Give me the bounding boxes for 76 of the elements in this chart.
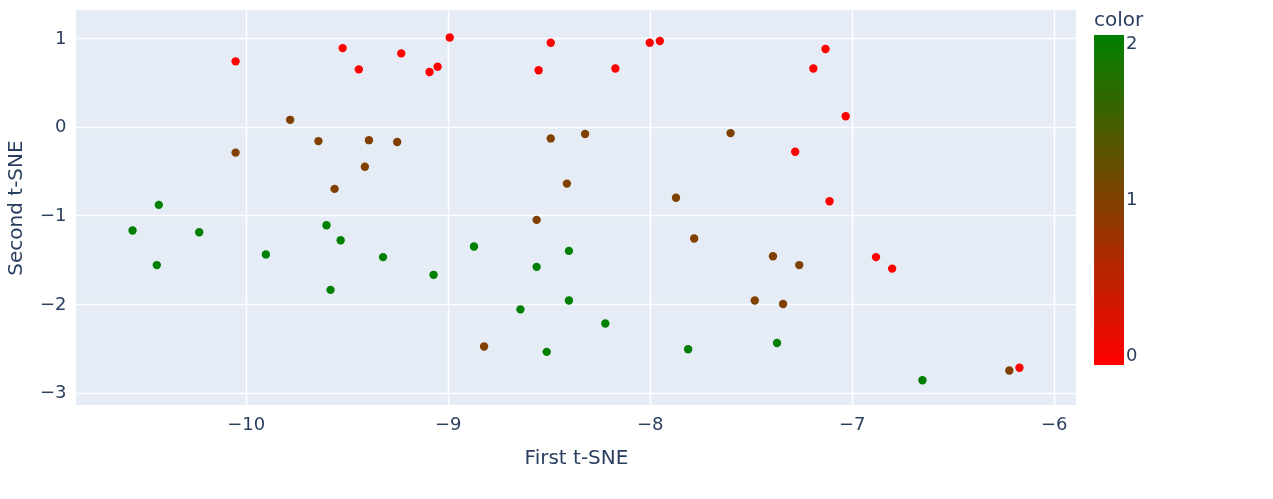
- point: [772, 338, 782, 348]
- point: [378, 252, 388, 262]
- color-bar-label: 0: [1126, 344, 1138, 365]
- point: [516, 305, 525, 314]
- point: [397, 49, 406, 58]
- point: [809, 64, 818, 73]
- point: [768, 252, 778, 261]
- point: [425, 67, 434, 77]
- point: [645, 38, 654, 47]
- point: [580, 129, 590, 139]
- point: [841, 112, 850, 121]
- y-tick-label: 0: [55, 115, 67, 137]
- point: [825, 197, 834, 206]
- point: [314, 136, 323, 146]
- point: [231, 57, 240, 66]
- point: [795, 260, 804, 270]
- point: [154, 200, 164, 210]
- point: [562, 179, 572, 188]
- point: [433, 62, 442, 71]
- point: [393, 137, 402, 147]
- point: [336, 236, 345, 245]
- point: [354, 65, 364, 74]
- point: [231, 148, 240, 157]
- point: [750, 296, 759, 305]
- point: [364, 136, 374, 145]
- point: [564, 296, 574, 305]
- x-tick-label: −8: [636, 412, 664, 434]
- point: [655, 36, 665, 46]
- point: [152, 260, 161, 270]
- point: [726, 128, 735, 138]
- x-tick-label: −10: [227, 412, 266, 434]
- color-bar-title: color: [1094, 7, 1145, 31]
- point: [546, 134, 555, 143]
- point: [532, 215, 541, 225]
- point: [285, 115, 295, 124]
- y-axis-title: Second t-SNE: [2, 140, 27, 276]
- point: [360, 162, 370, 171]
- point: [322, 221, 331, 230]
- point: [683, 345, 693, 354]
- color-bar-label: 1: [1126, 188, 1138, 209]
- point: [611, 64, 620, 73]
- x-tick-label: −7: [838, 412, 866, 434]
- x-tick-label: −9: [434, 412, 462, 434]
- point: [326, 285, 335, 295]
- point: [778, 299, 788, 309]
- point: [918, 376, 927, 385]
- point: [469, 242, 479, 251]
- point: [671, 193, 681, 202]
- point: [429, 270, 438, 279]
- point: [338, 43, 347, 53]
- point: [479, 342, 489, 351]
- x-axis-title: First t-SNE: [524, 444, 629, 469]
- point: [546, 38, 555, 47]
- point: [128, 226, 137, 235]
- point: [791, 147, 800, 156]
- point: [445, 33, 454, 42]
- point: [871, 252, 881, 262]
- point: [330, 184, 339, 194]
- point: [690, 234, 699, 243]
- point: [601, 319, 610, 328]
- x-tick-label: −6: [1041, 412, 1068, 434]
- point: [532, 262, 541, 272]
- point: [887, 264, 897, 273]
- point: [542, 347, 551, 357]
- point: [564, 246, 574, 256]
- point: [1005, 366, 1014, 375]
- color-bar-label: 2: [1126, 32, 1138, 53]
- y-tick-label: −2: [39, 292, 67, 314]
- point: [534, 66, 543, 75]
- point: [195, 228, 204, 237]
- point: [1015, 363, 1024, 372]
- y-tick-label: −3: [39, 381, 67, 403]
- y-tick-label: −1: [39, 203, 67, 225]
- point: [261, 250, 271, 259]
- point: [821, 44, 830, 54]
- y-tick-label: 1: [55, 26, 67, 48]
